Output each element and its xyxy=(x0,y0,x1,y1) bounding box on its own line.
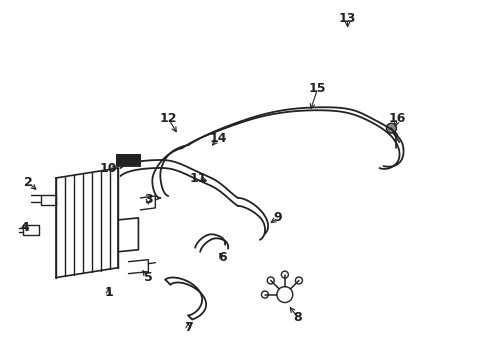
Text: 7: 7 xyxy=(184,321,193,334)
Text: 11: 11 xyxy=(190,171,207,185)
Text: 16: 16 xyxy=(389,112,406,125)
Text: 5: 5 xyxy=(144,271,153,284)
Text: 6: 6 xyxy=(218,251,226,264)
Text: 13: 13 xyxy=(339,12,356,25)
Text: 2: 2 xyxy=(24,176,33,189)
Text: 8: 8 xyxy=(294,311,302,324)
Text: 1: 1 xyxy=(104,286,113,299)
Text: 10: 10 xyxy=(100,162,117,175)
Text: 3: 3 xyxy=(144,193,153,206)
Text: 12: 12 xyxy=(160,112,177,125)
Circle shape xyxy=(387,123,396,133)
Text: 9: 9 xyxy=(273,211,282,224)
Text: 15: 15 xyxy=(309,82,326,95)
Text: 14: 14 xyxy=(209,132,227,145)
Text: 4: 4 xyxy=(21,221,29,234)
